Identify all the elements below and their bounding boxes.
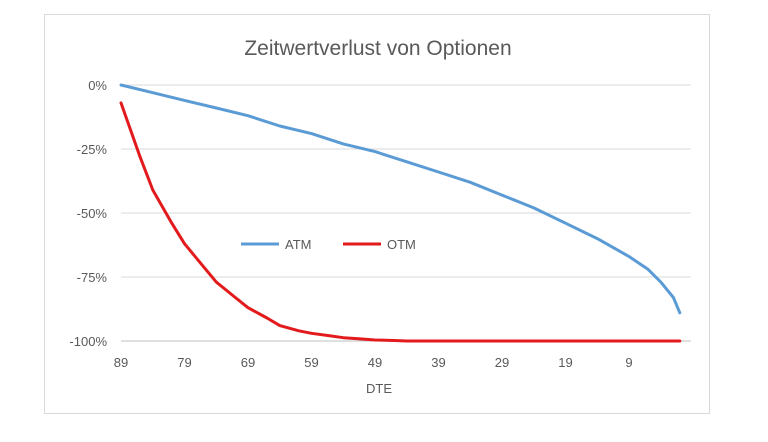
series-line-atm bbox=[119, 83, 682, 315]
y-axis-ticks: 0% -25% -50% -75% -100% bbox=[69, 78, 107, 349]
y-tick-label: -50% bbox=[77, 206, 108, 221]
x-tick-label: 59 bbox=[304, 355, 318, 370]
chart-title: Zeitwertverlust von Optionen bbox=[244, 37, 511, 60]
y-tick-label: -75% bbox=[77, 270, 108, 285]
time-decay-line-chart: Zeitwertverlust von Optionen 0% -25% -50% -… bbox=[69, 37, 691, 396]
legend-label-otm: OTM bbox=[387, 237, 416, 252]
x-tick-label: 49 bbox=[368, 355, 382, 370]
legend: ATM OTM bbox=[241, 237, 416, 252]
x-axis-label: DTE bbox=[366, 381, 392, 396]
series-line-otm bbox=[119, 101, 682, 343]
y-tick-label: -25% bbox=[77, 142, 108, 157]
x-axis-ticks: 89 79 69 59 49 39 29 19 9 bbox=[114, 355, 633, 370]
x-tick-label: 9 bbox=[625, 355, 632, 370]
chart-frame: Zeitwertverlust von Optionen 0% -25% -50% -… bbox=[44, 14, 710, 414]
y-tick-label: -100% bbox=[69, 334, 107, 349]
x-tick-label: 39 bbox=[431, 355, 445, 370]
y-tick-label: 0% bbox=[88, 78, 107, 93]
series-lines bbox=[119, 83, 682, 343]
x-tick-label: 89 bbox=[114, 355, 128, 370]
legend-label-atm: ATM bbox=[285, 237, 311, 252]
gridlines bbox=[121, 84, 691, 342]
x-tick-label: 79 bbox=[177, 355, 191, 370]
x-tick-label: 19 bbox=[558, 355, 572, 370]
x-tick-label: 29 bbox=[495, 355, 509, 370]
x-tick-label: 69 bbox=[241, 355, 255, 370]
